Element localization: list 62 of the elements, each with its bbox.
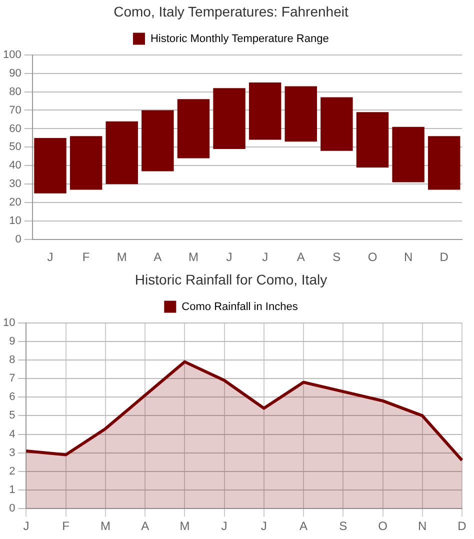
bar [392, 126, 424, 182]
x-tick-label: F [62, 519, 70, 534]
y-tick-label: 2 [9, 465, 16, 478]
bar [284, 86, 317, 142]
bar [142, 110, 174, 172]
chart-title: Historic Rainfall for Como, Italy [134, 271, 328, 288]
y-tick-label: 70 [9, 104, 22, 116]
x-tick-label: F [82, 250, 90, 264]
y-tick-label: 8 [9, 354, 16, 366]
y-tick-label: 5 [9, 410, 16, 422]
x-tick-label: S [339, 519, 348, 534]
x-tick-label: A [300, 519, 308, 534]
x-tick-label: S [332, 250, 341, 264]
y-tick-label: 1 [9, 484, 16, 496]
x-tick-label: J [262, 250, 268, 264]
y-tick-label: 80 [9, 86, 22, 98]
x-tick-label: O [368, 250, 378, 264]
legend-label: Historic Monthly Temperature Range [150, 32, 329, 45]
bar [213, 88, 246, 150]
y-tick-label: 90 [9, 67, 22, 80]
x-tick-label: M [116, 250, 127, 264]
y-tick-label: 6 [9, 391, 16, 404]
y-tick-label: 3 [9, 446, 16, 459]
y-tick-label: 40 [9, 160, 22, 172]
y-tick-label: 10 [9, 215, 22, 228]
y-tick-label: 0 [15, 234, 22, 246]
chart-title: Como, Italy Temperatures: Fahrenheit [114, 3, 348, 20]
x-tick-label: M [188, 250, 198, 264]
y-tick-label: 10 [2, 316, 16, 329]
x-tick-label: J [23, 519, 30, 534]
y-tick-label: 7 [9, 372, 16, 385]
x-tick-label: J [226, 250, 232, 264]
legend-label: Como Rainfall in Inches [182, 300, 298, 313]
x-tick-label: A [154, 250, 162, 264]
x-tick-label: N [418, 519, 427, 534]
bar [177, 99, 210, 158]
y-tick-label: 0 [9, 502, 16, 515]
x-tick-label: A [296, 250, 305, 264]
x-tick-label: J [47, 250, 54, 264]
x-tick-label: J [221, 519, 228, 534]
x-tick-label: M [100, 519, 110, 534]
bar [320, 97, 353, 151]
bar [34, 138, 66, 194]
y-tick-label: 30 [9, 178, 22, 190]
bar [106, 121, 138, 184]
x-tick-label: A [141, 519, 150, 534]
x-tick-label: N [404, 250, 413, 264]
x-tick-label: D [458, 519, 467, 534]
bar [356, 112, 389, 168]
y-tick-label: 20 [9, 196, 22, 209]
y-tick-label: 50 [9, 141, 22, 154]
x-tick-label: D [440, 250, 449, 264]
y-tick-label: 9 [9, 335, 16, 348]
bar [248, 82, 282, 140]
y-tick-label: 60 [9, 122, 22, 135]
bar [428, 136, 460, 190]
x-tick-label: M [180, 519, 190, 534]
x-tick-label: O [378, 519, 388, 534]
bar [70, 136, 102, 190]
y-tick-label: 4 [9, 428, 16, 440]
y-tick-label: 100 [2, 48, 22, 61]
x-tick-label: J [260, 519, 267, 534]
